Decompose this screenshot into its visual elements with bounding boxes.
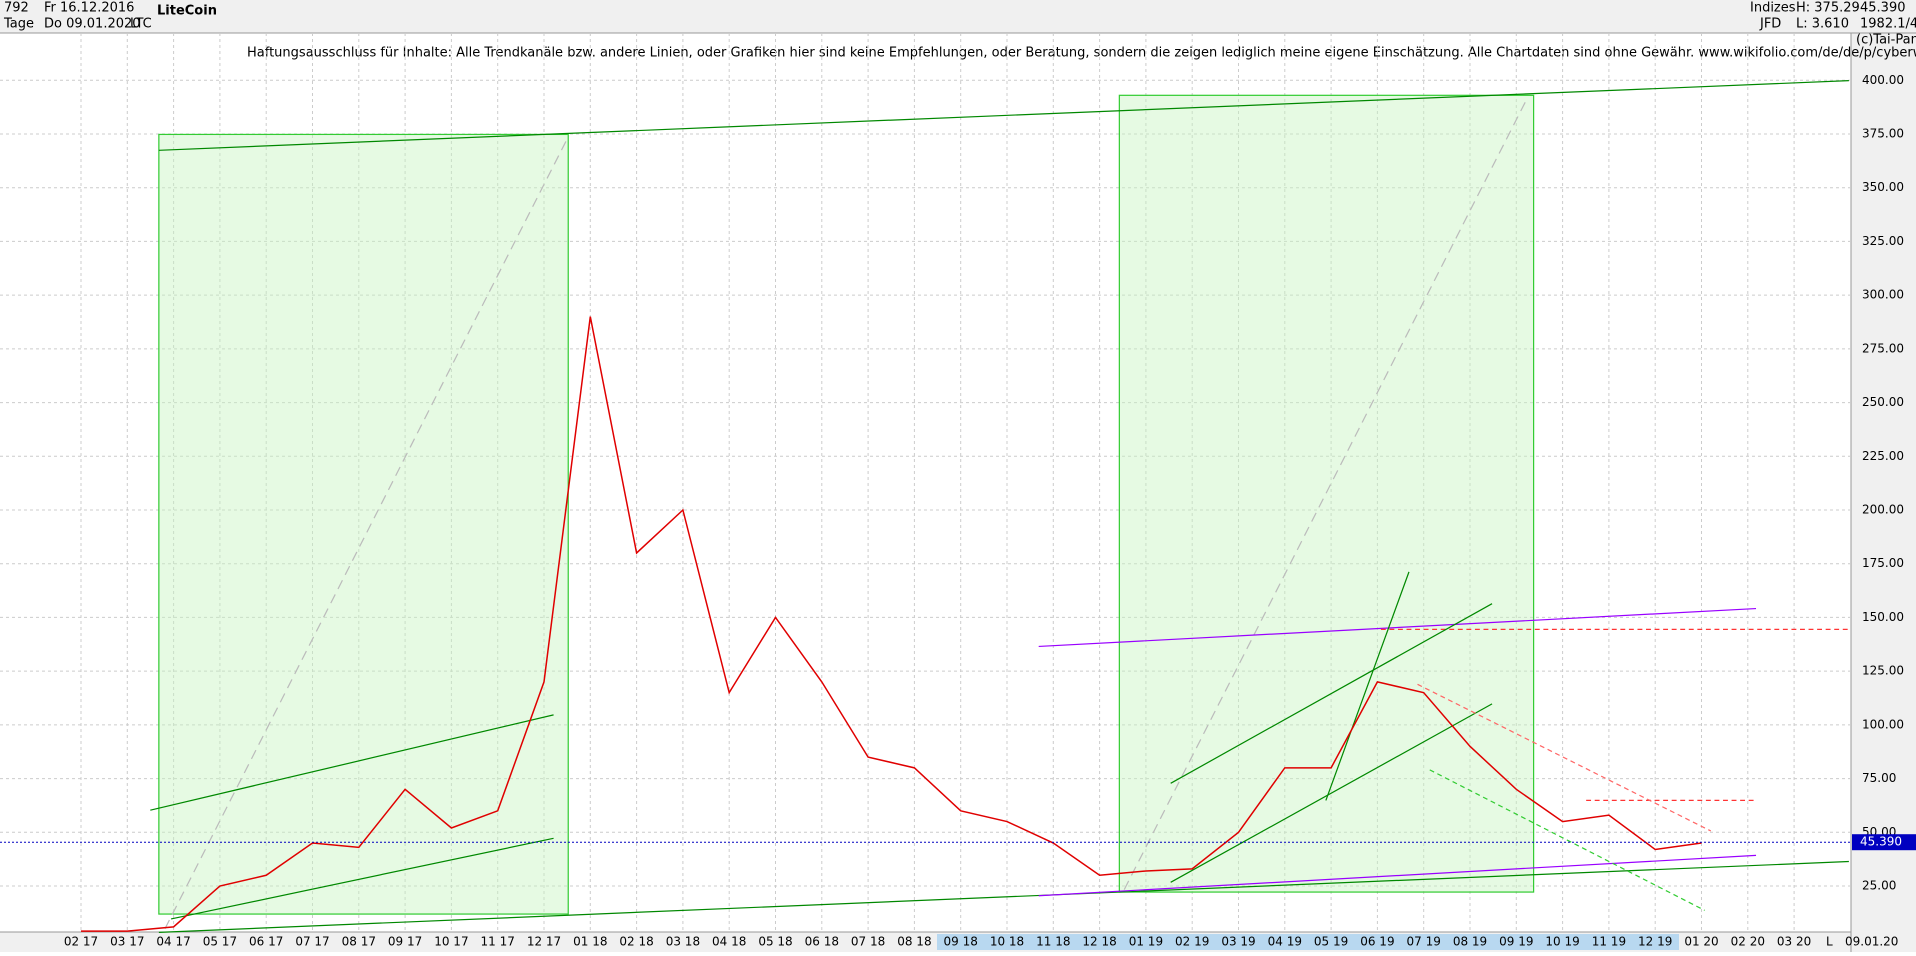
x-tick-label: 11 17: [481, 935, 515, 949]
annotations: [150, 80, 1849, 933]
x-tick-label: 12 18: [1082, 935, 1116, 949]
end-date: Do 09.01.2020: [44, 17, 141, 32]
y-tick-label: 250.00: [1862, 395, 1904, 409]
trend-line: [158, 80, 1849, 151]
x-tick-label: 10 17: [434, 935, 468, 949]
x-tick-label: 02 20: [1731, 935, 1765, 949]
trend-line: [1038, 607, 1757, 648]
copyright: (c)Tai-Pan: [1856, 33, 1916, 48]
x-tick-label: 07 19: [1407, 935, 1441, 949]
count: 792: [4, 1, 29, 16]
symbol-name: LiteCoin: [157, 4, 217, 19]
x-tick-label: 09 19: [1499, 935, 1533, 949]
box: [158, 133, 569, 915]
y-tick-label: 350.00: [1862, 180, 1904, 194]
symbol: LTC: [130, 17, 152, 32]
y-tick-label: 25.00: [1862, 879, 1896, 893]
price-tag-label: 45.390: [1860, 835, 1902, 849]
x-tick-label: 01 20: [1684, 935, 1718, 949]
start-date: Fr 16.12.2016: [44, 1, 134, 16]
group: Indizes: [1750, 1, 1796, 16]
y-tick-label: 75.00: [1862, 771, 1896, 785]
x-tick-label: 08 17: [342, 935, 376, 949]
info: 1982.1/43: [1860, 17, 1916, 32]
x-tick-label: 12 19: [1638, 935, 1672, 949]
trend-line: [170, 837, 554, 920]
x-tick-label: 03 19: [1221, 935, 1255, 949]
trend-line: [1429, 769, 1705, 911]
y-tick-label: 300.00: [1862, 288, 1904, 302]
x-tick-label: 09 18: [944, 935, 978, 949]
y-tick-label: 375.00: [1862, 126, 1904, 140]
x-tick-label: 08 18: [897, 935, 931, 949]
y-tick-label: 175.00: [1862, 556, 1904, 570]
source: JFD: [1759, 17, 1781, 32]
diagonal: [1123, 97, 1529, 890]
x-tick-label: 06 19: [1360, 935, 1394, 949]
x-tick-label: 11 19: [1592, 935, 1626, 949]
x-tick-label: 11 18: [1036, 935, 1070, 949]
x-tick-label: 08 19: [1453, 935, 1487, 949]
y-tick-label: 275.00: [1862, 341, 1904, 355]
x-tick-label: 03 20: [1777, 935, 1811, 949]
x-tick-label: 05 18: [758, 935, 792, 949]
x-tick-label: 07 18: [851, 935, 885, 949]
y-tick-label: 325.00: [1862, 234, 1904, 248]
price-line: [81, 316, 1702, 932]
x-tick-label: 06 17: [249, 935, 283, 949]
y-tick-label: 100.00: [1862, 717, 1904, 731]
y-axis-bar: [1851, 33, 1916, 932]
scale-mode[interactable]: L: [1826, 935, 1833, 949]
x-tick-label: 04 18: [712, 935, 746, 949]
y-tick-label: 400.00: [1862, 73, 1904, 87]
y-tick-label: 150.00: [1862, 610, 1904, 624]
x-tick-label: 10 18: [990, 935, 1024, 949]
trend-line: [1170, 603, 1493, 784]
x-tick-label: 03 17: [110, 935, 144, 949]
x-tick-label: 02 19: [1175, 935, 1209, 949]
trend-line: [158, 860, 1849, 933]
x-tick-label: 04 17: [156, 935, 190, 949]
y-tick-label: 225.00: [1862, 449, 1904, 463]
trend-line: [1417, 683, 1712, 832]
x-tick-label: 02 17: [64, 935, 98, 949]
high: H: 375.29: [1796, 1, 1860, 16]
price-tag: [1852, 834, 1916, 851]
x-tick-label: 01 18: [573, 935, 607, 949]
x-tick-label: 10 19: [1545, 935, 1579, 949]
trend-line: [1038, 854, 1757, 897]
x-tick-label: 01 19: [1129, 935, 1163, 949]
range-highlight: [937, 934, 1679, 950]
end-date-axis: 09.01.20: [1845, 935, 1898, 949]
y-tick-label: 200.00: [1862, 503, 1904, 517]
diagonal: [164, 136, 569, 929]
disclaimer: Haftungsausschluss für Inhalte: Alle Tre…: [247, 46, 1916, 61]
period[interactable]: Tage: [3, 17, 34, 32]
trend-line: [1325, 571, 1410, 801]
last-value: 45.390: [1860, 1, 1906, 16]
box: [1118, 94, 1535, 893]
y-tick-label: 125.00: [1862, 664, 1904, 678]
x-tick-label: 04 19: [1268, 935, 1302, 949]
x-tick-label: 06 18: [805, 935, 839, 949]
header-bar: [0, 0, 1916, 33]
x-tick-label: 05 19: [1314, 935, 1348, 949]
trend-line: [1170, 703, 1493, 883]
x-tick-label: 09 17: [388, 935, 422, 949]
low: L: 3.610: [1796, 17, 1849, 32]
x-tick-label: 12 17: [527, 935, 561, 949]
x-tick-label: 05 17: [203, 935, 237, 949]
trend-line: [150, 714, 554, 811]
x-tick-label: 02 18: [619, 935, 653, 949]
x-tick-label: 07 17: [295, 935, 329, 949]
x-tick-label: 03 18: [666, 935, 700, 949]
